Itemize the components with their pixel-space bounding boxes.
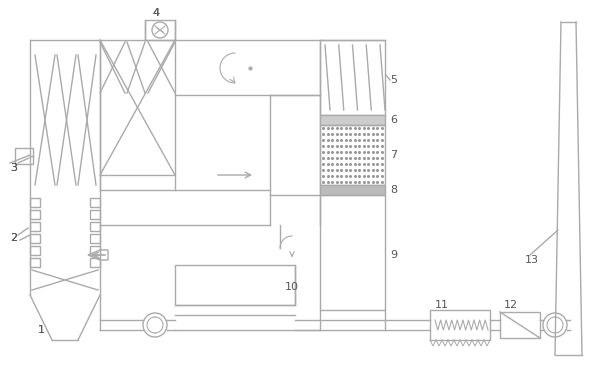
Bar [30,210,40,219]
Bar [90,258,100,267]
Text: 13: 13 [525,255,539,265]
Text: 2: 2 [10,233,17,243]
Text: 5: 5 [390,75,397,85]
Bar [30,246,40,255]
Bar [15,148,33,164]
Text: 3: 3 [10,163,17,173]
Bar [90,234,100,243]
Text: 10: 10 [285,282,299,292]
Text: 12: 12 [504,300,518,310]
Bar [90,198,100,207]
Bar [30,258,40,267]
Bar [320,40,385,115]
Text: 1: 1 [38,325,45,335]
Text: 9: 9 [390,250,397,260]
Bar [500,312,540,338]
Bar [320,185,385,195]
Bar [30,198,40,207]
Bar [90,246,100,255]
Text: 1: 1 [38,325,45,335]
Bar [30,234,40,243]
Text: 7: 7 [390,150,397,160]
Text: 6: 6 [390,115,397,125]
Text: 3: 3 [10,163,17,173]
Bar [175,265,295,305]
Bar [145,20,175,40]
Bar [30,222,40,231]
Text: 4: 4 [152,8,159,18]
Bar [100,40,175,175]
Text: 4: 4 [152,8,159,18]
Text: 11: 11 [435,300,449,310]
Bar [320,195,385,310]
Bar [90,222,100,231]
Bar [430,310,490,340]
Text: 2: 2 [10,233,17,243]
Bar [320,115,385,125]
Text: 8: 8 [390,185,397,195]
Bar [90,210,100,219]
Polygon shape [88,250,108,260]
Bar [320,125,385,185]
